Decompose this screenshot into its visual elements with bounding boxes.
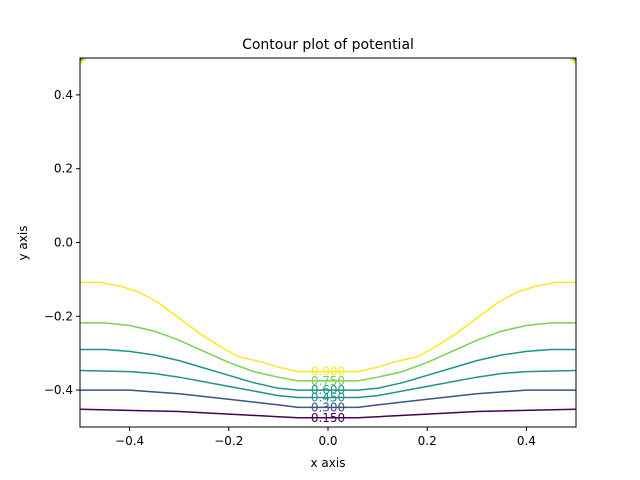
y-tick-label: −0.2: [44, 309, 73, 323]
x-axis-ticks: −0.4 −0.2 0.0 0.2 0.4: [115, 427, 536, 448]
y-axis-label: y axis: [16, 226, 30, 261]
contour-label-0.150: 0.150: [311, 411, 345, 425]
x-tick-label: 0.2: [418, 434, 437, 448]
x-axis-label: x axis: [311, 456, 346, 470]
x-tick-label: −0.4: [115, 434, 144, 448]
y-tick-label: −0.4: [44, 383, 73, 397]
contour-line-0.300: [80, 389, 576, 409]
corner-contour-0: [80, 58, 87, 65]
y-tick-label: 0.0: [54, 236, 73, 250]
contour-line-0.600: [80, 348, 576, 391]
contour-label-0.900: 0.900: [311, 365, 345, 379]
y-axis-ticks: −0.4 −0.2 0.0 0.2 0.4: [44, 88, 80, 397]
contour-line-0.150: [80, 408, 576, 419]
corner-contour-1: [80, 58, 85, 63]
contour-line-0.750: [80, 322, 576, 382]
contour-label-0.750: 0.750: [311, 374, 345, 388]
corner-contour-4: [571, 58, 576, 63]
chart-title: Contour plot of potential: [242, 37, 414, 53]
contour-lines: [80, 58, 576, 419]
y-tick-label: 0.4: [54, 88, 73, 102]
x-tick-label: −0.2: [214, 434, 243, 448]
contour-label-0.600: 0.600: [311, 383, 345, 397]
contour-label-0.450: 0.450: [311, 390, 345, 404]
contour-line-0.900: [80, 281, 576, 373]
y-tick-label: 0.2: [54, 162, 73, 176]
corner-contour-3: [569, 58, 576, 65]
contour-line-0.450: [80, 369, 576, 399]
contour-label-0.300: 0.300: [311, 400, 345, 414]
x-tick-label: 0.4: [517, 434, 536, 448]
x-tick-label: 0.0: [318, 434, 337, 448]
